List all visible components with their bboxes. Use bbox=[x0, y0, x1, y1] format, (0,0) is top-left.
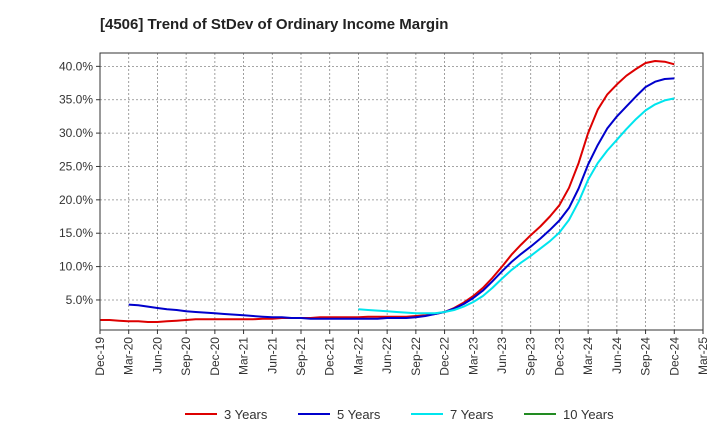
series-line-2 bbox=[128, 77, 675, 320]
x-tick-label: Sep-24 bbox=[639, 337, 653, 376]
x-tick-label: Dec-23 bbox=[552, 337, 566, 376]
x-tick-label: Sep-22 bbox=[409, 337, 423, 376]
legend-label-1: 3 Years bbox=[224, 407, 268, 422]
x-tick-label: Dec-22 bbox=[438, 337, 452, 376]
x-tick-label: Dec-20 bbox=[208, 337, 222, 376]
series-lines bbox=[100, 60, 675, 323]
legend-label-2: 5 Years bbox=[337, 407, 381, 422]
x-tick-label: Mar-22 bbox=[351, 337, 365, 375]
x-axis: Dec-19 Mar-20 Jun-20 Sep-20 Dec-20 Mar-21 Jun-… bbox=[93, 330, 710, 376]
series-line-1 bbox=[100, 60, 675, 323]
y-tick-label: 5.0% bbox=[66, 293, 94, 307]
x-tick-label: Mar-20 bbox=[122, 337, 136, 375]
plot-frame bbox=[99, 52, 704, 331]
y-tick-label: 40.0% bbox=[59, 59, 93, 73]
x-tick-label: Dec-24 bbox=[667, 337, 681, 376]
y-tick-label: 35.0% bbox=[59, 93, 93, 107]
grid bbox=[99, 53, 704, 330]
x-tick-label: Jun-24 bbox=[610, 337, 624, 374]
y-axis: 5.0% 10.0% 15.0% 20.0% 25.0% 30.0% 35.0% 40.0% bbox=[59, 59, 100, 307]
y-tick-label: 15.0% bbox=[59, 226, 93, 240]
x-tick-label: Mar-23 bbox=[466, 337, 480, 375]
x-tick-label: Jun-20 bbox=[150, 337, 164, 374]
x-tick-label: Jun-23 bbox=[495, 337, 509, 374]
legend-label-4: 10 Years bbox=[563, 407, 614, 422]
x-tick-label: Mar-25 bbox=[696, 337, 710, 375]
x-tick-label: Dec-21 bbox=[323, 337, 337, 376]
legend: 3 Years 5 Years 7 Years 10 Years bbox=[185, 407, 614, 422]
y-tick-label: 20.0% bbox=[59, 193, 93, 207]
x-tick-label: Sep-20 bbox=[179, 337, 193, 376]
y-tick-label: 30.0% bbox=[59, 126, 93, 140]
x-tick-label: Sep-21 bbox=[294, 337, 308, 376]
chart-title: [4506] Trend of StDev of Ordinary Income… bbox=[100, 16, 448, 33]
y-tick-label: 10.0% bbox=[59, 260, 93, 274]
legend-label-3: 7 Years bbox=[450, 407, 494, 422]
x-tick-label: Dec-19 bbox=[93, 337, 107, 376]
series-line-3 bbox=[358, 97, 675, 315]
x-tick-label: Jun-22 bbox=[380, 337, 394, 374]
y-tick-label: 25.0% bbox=[59, 159, 93, 173]
x-tick-label: Jun-21 bbox=[265, 337, 279, 374]
x-tick-label: Mar-21 bbox=[237, 337, 251, 375]
x-tick-label: Mar-24 bbox=[581, 337, 595, 375]
x-tick-label: Sep-23 bbox=[524, 337, 538, 376]
